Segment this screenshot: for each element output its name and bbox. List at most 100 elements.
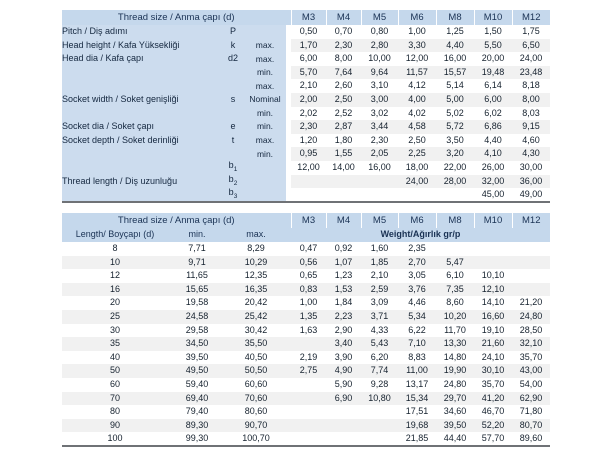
value-m6: 2,25 — [398, 147, 437, 161]
weight-m12: 28,50 — [512, 323, 551, 338]
weight-m3 — [291, 391, 327, 406]
weight-m4: 0,92 — [326, 242, 362, 256]
weight-m10: 46,70 — [474, 405, 513, 419]
weight-m5: 1,85 — [361, 255, 399, 270]
value-m10: 4,10 — [474, 147, 513, 161]
weight-table: Thread size / Anma çapı (d) M3 M4 M5 M6 M8 M10… — [62, 213, 551, 447]
value-m10: 26,00 — [474, 160, 513, 175]
row-symbol — [222, 106, 244, 121]
length-value: 60 — [62, 377, 168, 392]
value-m8: 5,14 — [436, 79, 475, 93]
value-m4: 2,30 — [326, 38, 362, 53]
weight-m10: 16,60 — [474, 309, 513, 324]
column-gutter — [286, 269, 292, 283]
table-header-row: Thread size / Anma çapı (d) M3 M4 M5 M6 M8 M10… — [62, 213, 551, 228]
value-m5: 2,05 — [361, 147, 399, 161]
weight-m12: 80,70 — [512, 418, 551, 433]
symbol-subscript: 1 — [233, 166, 238, 174]
value-m5: 16,00 — [361, 160, 399, 175]
weight-m12: 89,60 — [512, 432, 551, 446]
table-row: Socket dia / Soket çapı e min. 2,30 2,87 3,44… — [62, 120, 551, 134]
row-qualifier: max. — [244, 133, 286, 148]
length-value: 90 — [62, 418, 168, 433]
weight-m6: 6,22 — [398, 323, 437, 338]
weight-m4: 2,23 — [326, 309, 362, 324]
value-m3: 6,00 — [291, 52, 327, 66]
value-m4: 2,60 — [326, 79, 362, 93]
row-symbol: b1 — [222, 160, 244, 175]
weight-m12: 71,80 — [512, 405, 551, 419]
length-value: 10 — [62, 255, 168, 270]
value-m8: 1,25 — [436, 25, 475, 39]
value-m4: 1,55 — [326, 147, 362, 161]
column-header-m8: M8 — [435, 213, 475, 228]
column-header-m5: M5 — [360, 10, 399, 25]
weight-m4: 4,90 — [326, 364, 362, 378]
table-row: 25 24,58 25,42 1,35 2,23 3,71 5,34 10,20 16,60 24… — [62, 309, 551, 324]
length-value: 50 — [62, 364, 168, 378]
weight-m5: 5,43 — [361, 337, 399, 351]
weight-m10: 24,10 — [474, 350, 513, 365]
column-gutter — [286, 106, 292, 121]
max-header: max. — [226, 228, 286, 242]
table-row: 12 11,65 12,35 0,65 1,23 2,10 3,05 6,10 10,10 — [62, 269, 551, 283]
thread-size-header: Thread size / Anma çapı (d) — [62, 213, 292, 228]
value-m10: 6,86 — [474, 120, 513, 134]
value-m4 — [326, 174, 362, 189]
column-gutter — [286, 432, 292, 446]
value-m3: 2,02 — [291, 106, 327, 121]
table-row: min. 5,70 7,64 9,64 11,57 15,57 19,48 23,48 — [62, 65, 551, 80]
column-gutter — [286, 405, 292, 419]
value-m12: 8,18 — [512, 79, 551, 93]
value-m12: 24,00 — [512, 52, 551, 66]
weight-m10: 12,10 — [474, 282, 513, 297]
length-min: 29,58 — [168, 323, 226, 338]
value-m10: 1,50 — [474, 25, 513, 39]
value-m12: 30,00 — [512, 160, 551, 175]
value-m8: 28,00 — [436, 174, 475, 189]
value-m12: 23,48 — [512, 65, 551, 80]
weight-m3 — [291, 337, 327, 351]
table-row: 16 15,65 16,35 0,83 1,53 2,59 3,76 7,35 12,10 — [62, 282, 551, 297]
weight-m5: 3,71 — [361, 309, 399, 324]
row-label — [62, 188, 222, 202]
weight-m8: 10,20 — [436, 309, 475, 324]
column-gutter — [286, 242, 292, 256]
weight-m4 — [326, 405, 362, 419]
row-label: Head dia / Kafa çapı — [62, 52, 222, 66]
weight-m6: 11,00 — [398, 364, 437, 378]
length-min: 24,58 — [168, 309, 226, 324]
row-symbol: b2 — [222, 174, 244, 189]
weight-m6: 8,83 — [398, 350, 437, 365]
weight-m5: 9,28 — [361, 377, 399, 392]
column-header-m10: M10 — [473, 10, 513, 25]
value-m10: 6,02 — [474, 106, 513, 121]
weight-m5: 7,74 — [361, 364, 399, 378]
weight-m8: 29,70 — [436, 391, 475, 406]
table-row: 8 7,71 8,29 0,47 0,92 1,60 2,35 — [62, 242, 551, 256]
weight-m3: 1,00 — [291, 296, 327, 310]
column-gutter — [286, 296, 292, 310]
value-m3: 2,30 — [291, 120, 327, 134]
row-label: Pitch / Diş adımı — [62, 25, 222, 39]
weight-m5: 4,33 — [361, 323, 399, 338]
length-value: 35 — [62, 337, 168, 351]
value-m5: 3,00 — [361, 92, 399, 107]
table-row: 35 34,50 35,50 3,40 5,43 7,10 13,30 21,60 32,10 — [62, 337, 551, 351]
value-m3 — [291, 174, 327, 189]
weight-m5: 3,09 — [361, 296, 399, 310]
length-value: 20 — [62, 296, 168, 310]
column-gutter — [286, 188, 292, 202]
length-value: 16 — [62, 282, 168, 297]
length-max: 30,42 — [226, 323, 286, 338]
value-m5: 3,02 — [361, 106, 399, 121]
table-header-row: Thread size / Anma çapı (d) M3 M4 M5 M6 M8 M10… — [62, 10, 551, 25]
value-m5: 9,64 — [361, 65, 399, 80]
length-value: 70 — [62, 391, 168, 406]
weight-m5 — [361, 418, 399, 433]
row-qualifier — [244, 188, 286, 202]
row-qualifier: max. — [244, 38, 286, 53]
value-m8: 4,40 — [436, 38, 475, 53]
value-m6: 4,12 — [398, 79, 437, 93]
column-gutter — [286, 255, 292, 270]
